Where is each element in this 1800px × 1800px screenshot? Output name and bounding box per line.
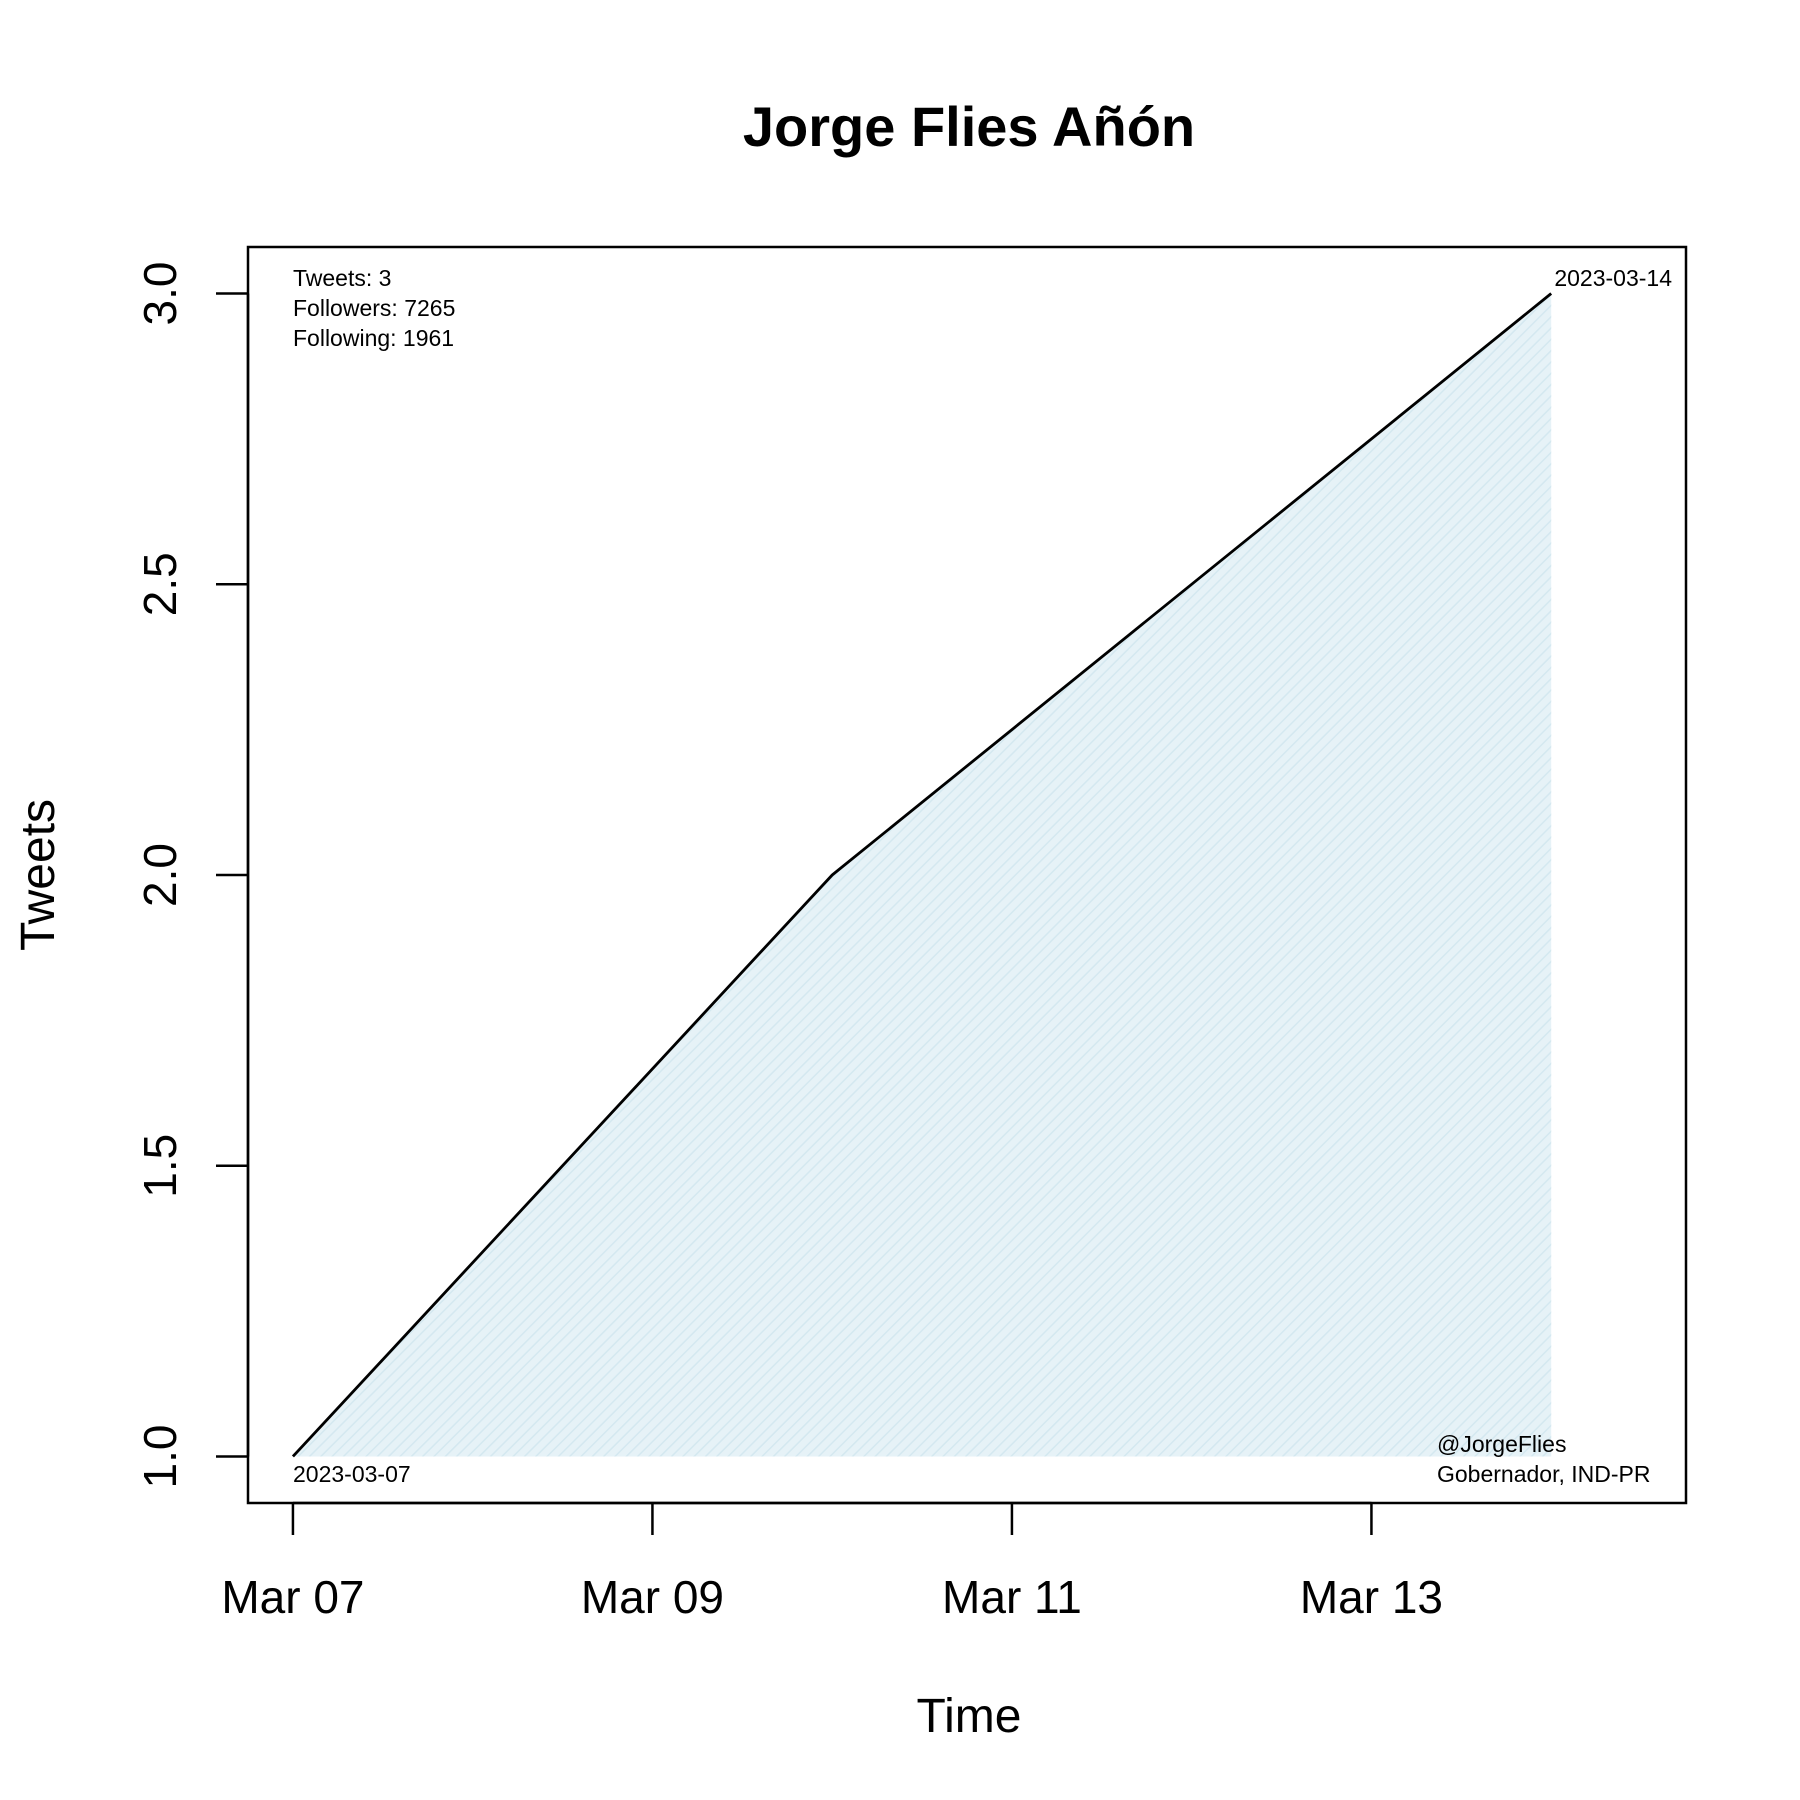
x-tick-label: Mar 11 — [942, 1571, 1082, 1623]
y-tick-label: 1.5 — [134, 1134, 186, 1198]
followers-count-note: Followers: 7265 — [293, 295, 455, 321]
y-tick-label: 2.5 — [134, 552, 186, 616]
start-date-note: 2023-03-07 — [293, 1461, 411, 1487]
end-date-note: 2023-03-14 — [1554, 265, 1672, 291]
area-hatch — [292, 293, 1552, 1457]
y-tick-label: 1.0 — [134, 1425, 186, 1489]
x-axis: Mar 07 Mar 09 Mar 11 Mar 13 — [221, 1501, 1443, 1623]
y-tick-label: 3.0 — [134, 262, 186, 326]
x-tick-label: Mar 13 — [1300, 1571, 1443, 1623]
x-axis-title: Time — [917, 1690, 1022, 1743]
area-layer — [291, 292, 1553, 1458]
series-line — [291, 292, 1553, 1458]
chart-title: Jorge Flies Añón — [743, 95, 1195, 158]
y-tick-label: 2.0 — [134, 843, 186, 907]
x-tick-label: Mar 09 — [581, 1571, 724, 1623]
following-count-note: Following: 1961 — [293, 325, 454, 351]
tweets-count-note: Tweets: 3 — [293, 265, 391, 291]
role-note: Gobernador, IND-PR — [1437, 1461, 1650, 1487]
handle-note: @JorgeFlies — [1437, 1431, 1566, 1457]
y-axis-title: Tweets — [12, 799, 65, 951]
x-tick-label: Mar 07 — [221, 1571, 364, 1623]
y-axis: 1.0 1.5 2.0 2.5 3.0 — [134, 262, 250, 1489]
